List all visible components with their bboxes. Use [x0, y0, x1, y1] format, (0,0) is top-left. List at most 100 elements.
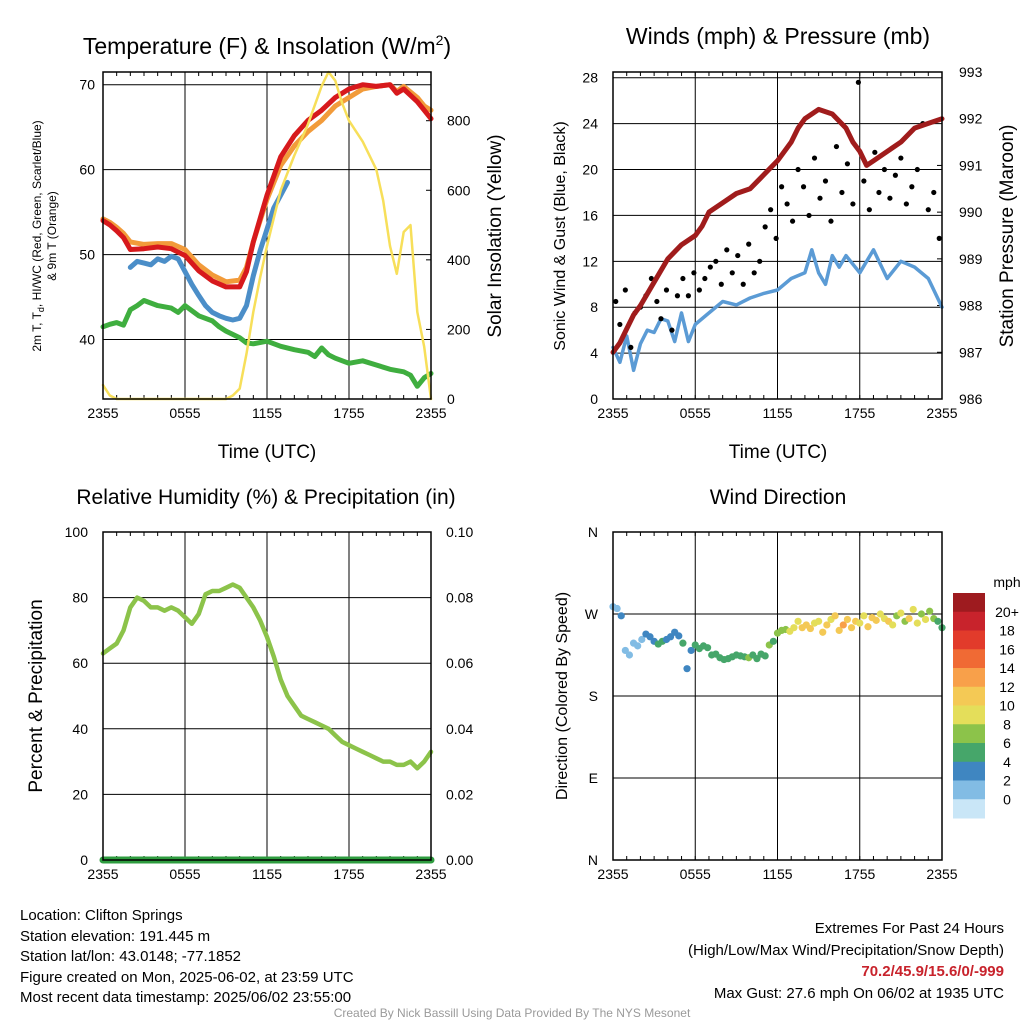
gust-point	[691, 270, 697, 276]
y2-tick-label: 990	[959, 204, 983, 220]
x-tick-label: 2355	[926, 866, 957, 882]
y-tick-label: 0	[590, 391, 598, 407]
colorbar-swatch	[953, 593, 985, 613]
y-tick-label: 24	[582, 116, 598, 132]
gust-point	[735, 252, 741, 259]
colorbar-label: 2	[1003, 773, 1011, 789]
gust-point	[789, 218, 796, 224]
y-tick-label: E	[589, 770, 598, 786]
direction-point	[823, 621, 831, 629]
gust-point	[811, 155, 818, 161]
gust-point	[729, 270, 735, 276]
y2-tick-label: 0.06	[446, 655, 473, 671]
x-tick-label: 1155	[252, 405, 282, 421]
gust-point	[724, 247, 730, 253]
gust-point	[850, 201, 856, 207]
colorbar-swatch	[953, 705, 985, 725]
x-tick-label: 1155	[762, 866, 792, 882]
gust-point	[768, 207, 774, 213]
gust-point	[669, 327, 675, 333]
series-line-dewpoint_green	[100, 298, 434, 389]
direction-point	[679, 639, 687, 647]
gust-point	[658, 316, 664, 322]
gust-point	[654, 298, 660, 305]
y2-tick-label: 0.10	[446, 524, 473, 540]
direction-point	[790, 624, 798, 632]
series-line-rh	[100, 582, 434, 771]
colorbar-label: 12	[999, 679, 1015, 695]
y-tick-label: 100	[65, 524, 89, 540]
y-tick-label: 20	[72, 786, 88, 802]
y2-tick-label: 400	[447, 252, 471, 268]
y-tick-label: 60	[79, 162, 95, 178]
y2-tick-label: 986	[959, 391, 983, 407]
recent-text: Most recent data timestamp: 2025/06/02 2…	[20, 989, 352, 1006]
x-tick-label: 2355	[597, 866, 628, 882]
direction-point	[835, 626, 843, 635]
y2-axis-label: Station Pressure (Maroon)	[997, 125, 1018, 348]
direction-point	[769, 637, 777, 645]
y2-tick-label: 0	[447, 391, 455, 407]
gust-point	[872, 149, 878, 155]
y-tick-label: 28	[582, 70, 598, 86]
gust-point	[713, 258, 719, 264]
x-axis-label: Time (UTC)	[218, 442, 317, 463]
gust-point	[806, 212, 812, 219]
y-tick-label: 70	[79, 77, 95, 93]
colorbar-label: 16	[999, 641, 1015, 657]
gust-point	[784, 201, 790, 207]
y-tick-label: 80	[72, 590, 88, 606]
colorbar-label: 14	[999, 660, 1015, 676]
y2-tick-label: 200	[447, 321, 471, 337]
gust-point	[914, 166, 920, 173]
gust-point	[936, 235, 942, 241]
colorbar-label: 20+	[995, 604, 1019, 620]
colorbar-label: 8	[1003, 716, 1011, 732]
y-tick-label: 0	[80, 852, 88, 868]
y2-tick-label: 989	[959, 251, 983, 267]
y2-axis-label: Solar Insolation (Yellow)	[485, 134, 506, 337]
gust-point	[617, 321, 623, 328]
direction-point	[815, 617, 823, 625]
y2-tick-label: 0.08	[446, 590, 473, 606]
x-tick-label: 1755	[844, 866, 875, 882]
x-tick-label: 2355	[597, 405, 628, 421]
x-tick-label: 1155	[252, 866, 282, 882]
colorbar-label: 6	[1003, 735, 1011, 751]
colorbar-label: 18	[999, 623, 1015, 639]
colorbar-swatch	[953, 668, 985, 688]
y2-tick-label: 992	[959, 111, 983, 127]
y-axis-label: 2m T, Td, HI/WC (Red, Green, Scarlet/Blu…	[30, 120, 46, 351]
direction-point	[909, 605, 917, 614]
x-tick-label: 1755	[333, 866, 364, 882]
y-axis-label-line2: & 9m T (Orange)	[45, 191, 59, 281]
gust-point	[828, 218, 834, 224]
y2-tick-label: 988	[959, 298, 983, 314]
gust-point	[844, 161, 851, 167]
extremes-values: 70.2/45.9/15.6/0/-999	[861, 963, 1004, 980]
direction-point	[913, 619, 921, 627]
gust-point	[674, 293, 681, 299]
gust-point	[751, 270, 757, 276]
direction-point	[625, 651, 634, 659]
colorbar-label: 10	[999, 698, 1015, 714]
direction-point	[843, 615, 852, 624]
direction-point	[926, 607, 934, 615]
gust-point	[718, 281, 724, 287]
x-axis-label: Time (UTC)	[729, 442, 828, 463]
x-tick-label: 1155	[762, 405, 792, 421]
direction-point	[831, 612, 839, 620]
y2-tick-label: 0.00	[446, 852, 473, 868]
gust-point	[881, 166, 888, 173]
x-tick-label: 0555	[680, 866, 711, 882]
colorbar-swatch	[953, 724, 985, 744]
x-tick-label: 0555	[680, 405, 711, 421]
direction-point	[889, 621, 897, 629]
x-tick-label: 2355	[415, 405, 446, 421]
direction-point	[703, 644, 712, 652]
direction-point	[872, 616, 880, 624]
series-line-dewpoint	[127, 179, 290, 323]
gust-point	[898, 155, 904, 161]
